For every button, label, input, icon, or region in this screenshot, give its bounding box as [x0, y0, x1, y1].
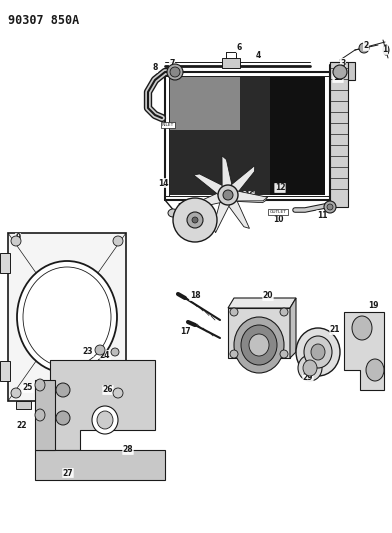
Ellipse shape [280, 308, 288, 316]
Polygon shape [290, 298, 296, 358]
Ellipse shape [296, 328, 340, 376]
Ellipse shape [97, 411, 113, 429]
Ellipse shape [218, 185, 238, 205]
Ellipse shape [298, 355, 322, 381]
Ellipse shape [230, 308, 238, 316]
Text: 4: 4 [255, 52, 261, 61]
Ellipse shape [366, 359, 384, 381]
Text: 19: 19 [368, 302, 378, 311]
Ellipse shape [113, 388, 123, 398]
Ellipse shape [11, 236, 21, 246]
Text: 23: 23 [83, 348, 93, 357]
Ellipse shape [333, 65, 347, 79]
Text: 12: 12 [275, 183, 285, 192]
Ellipse shape [359, 43, 369, 53]
Text: 17: 17 [180, 327, 190, 336]
Ellipse shape [35, 379, 45, 391]
Text: 25: 25 [23, 384, 33, 392]
Text: 18: 18 [190, 292, 200, 301]
Polygon shape [330, 62, 355, 80]
Ellipse shape [241, 325, 277, 365]
Polygon shape [222, 156, 234, 197]
Text: 14: 14 [158, 179, 168, 188]
Polygon shape [228, 189, 268, 201]
Ellipse shape [11, 388, 21, 398]
Bar [16, 401, 31, 409]
Ellipse shape [324, 201, 336, 213]
Text: 13: 13 [333, 74, 343, 83]
Ellipse shape [304, 336, 332, 368]
Ellipse shape [167, 64, 183, 80]
Text: 22: 22 [17, 421, 27, 430]
Polygon shape [194, 174, 230, 200]
Text: 24: 24 [100, 351, 110, 359]
Ellipse shape [249, 334, 269, 356]
Ellipse shape [327, 204, 333, 210]
Ellipse shape [35, 409, 45, 421]
Ellipse shape [17, 261, 117, 373]
Text: 16: 16 [244, 191, 254, 200]
Ellipse shape [113, 236, 123, 246]
Polygon shape [191, 190, 231, 209]
Text: 6: 6 [236, 44, 241, 52]
Polygon shape [50, 360, 155, 450]
Ellipse shape [92, 406, 118, 434]
Text: 10: 10 [273, 215, 283, 224]
Bar [330, 62, 348, 207]
Text: 9: 9 [15, 233, 21, 243]
Ellipse shape [230, 350, 238, 358]
Ellipse shape [170, 67, 180, 77]
Polygon shape [8, 233, 126, 401]
Polygon shape [228, 298, 296, 308]
Text: 27: 27 [63, 469, 73, 478]
Text: 90307 850A: 90307 850A [8, 14, 79, 27]
Ellipse shape [223, 190, 233, 200]
Bar [222, 58, 240, 68]
Ellipse shape [173, 198, 217, 242]
Polygon shape [270, 77, 325, 195]
Polygon shape [228, 189, 267, 203]
Polygon shape [35, 450, 165, 480]
Ellipse shape [56, 383, 70, 397]
Polygon shape [344, 312, 384, 390]
Text: 15: 15 [179, 223, 189, 232]
Text: 1: 1 [382, 45, 388, 54]
Bar [0, 253, 10, 273]
Text: 7: 7 [169, 59, 175, 68]
Ellipse shape [352, 316, 372, 340]
Polygon shape [223, 166, 255, 198]
Text: 2: 2 [363, 42, 368, 51]
Polygon shape [170, 77, 240, 130]
Ellipse shape [303, 360, 317, 376]
Text: 29: 29 [303, 374, 313, 383]
Text: 5: 5 [178, 204, 183, 213]
Ellipse shape [192, 217, 198, 223]
Polygon shape [213, 194, 234, 233]
Ellipse shape [168, 209, 178, 217]
Text: 26: 26 [103, 385, 113, 394]
Polygon shape [228, 308, 290, 358]
Text: 21: 21 [330, 326, 340, 335]
Ellipse shape [111, 348, 119, 356]
Bar [103, 401, 118, 409]
Ellipse shape [311, 344, 325, 360]
Ellipse shape [187, 212, 203, 228]
Text: INLET: INLET [162, 123, 174, 127]
Ellipse shape [383, 45, 389, 55]
Bar [0, 361, 10, 381]
Ellipse shape [56, 411, 70, 425]
Polygon shape [35, 380, 55, 450]
Polygon shape [223, 191, 249, 229]
Text: 8: 8 [152, 63, 158, 72]
Ellipse shape [95, 345, 105, 355]
Text: OUTLET: OUTLET [270, 210, 287, 214]
Ellipse shape [234, 317, 284, 373]
Ellipse shape [280, 350, 288, 358]
Polygon shape [170, 77, 325, 195]
Text: 3: 3 [340, 59, 346, 68]
Text: 20: 20 [263, 292, 273, 301]
Text: 28: 28 [123, 446, 133, 455]
Text: 11: 11 [317, 211, 327, 220]
